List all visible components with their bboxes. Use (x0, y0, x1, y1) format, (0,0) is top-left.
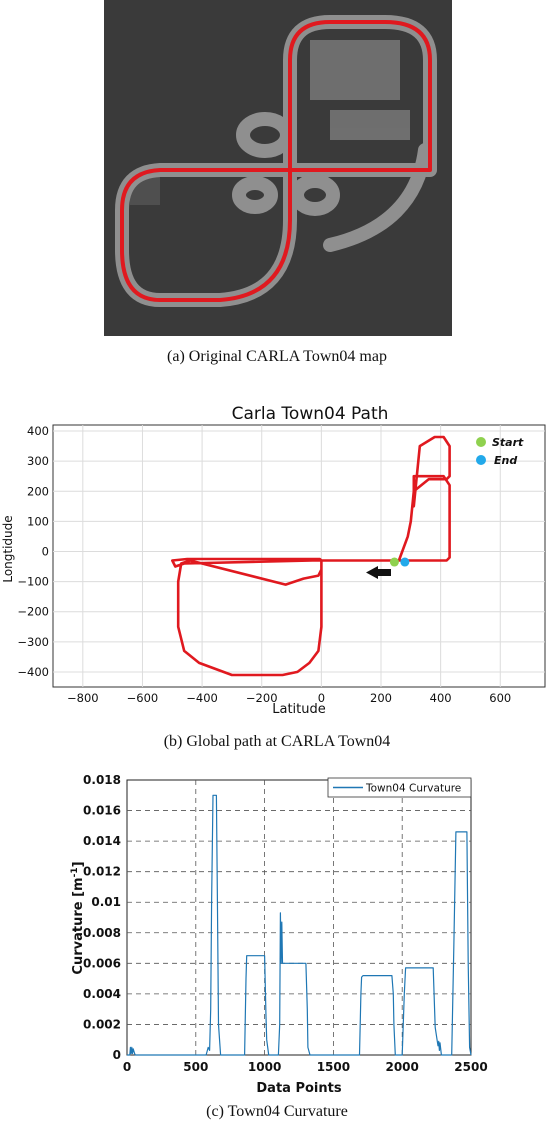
path-y-tick-label: −100 (17, 575, 49, 589)
path-y-tick-label: 100 (27, 514, 49, 528)
path-ticks: −800 −600 −400 −200 0 200 400 600 400 300 200 100 0 −… (17, 424, 511, 705)
path-y-tick-label: 400 (27, 424, 49, 438)
path-y-tick-label: 300 (27, 454, 49, 468)
curvature-y-tick-label: 0.01 (91, 895, 121, 909)
curvature-plot-area (126, 779, 472, 1056)
path-markers (389, 557, 410, 567)
path-x-tick-label: −200 (246, 691, 278, 705)
path-x-tick-label: 400 (430, 691, 452, 705)
path-chart-panel: Carla Town04 Path −800 −600 −400 −200 0 200 40… (0, 395, 554, 730)
curvature-x-tick-label: 0 (123, 1060, 131, 1074)
path-line (171, 435, 451, 677)
curvature-x-tick-label: 2500 (454, 1060, 487, 1074)
curvature-x-tick-label: 1500 (317, 1060, 350, 1074)
curvature-y-tick-label: 0.016 (83, 804, 121, 818)
town04-map-image (104, 0, 452, 336)
curvature-legend: Town04 Curvature (327, 777, 472, 798)
path-x-tick-label: 600 (489, 691, 511, 705)
curvature-grid (127, 780, 471, 1055)
curvature-legend-label: Town04 Curvature (365, 783, 461, 795)
curvature-y-tick-label: 0.002 (83, 1017, 121, 1031)
path-x-axis-label: Latitude (272, 702, 326, 717)
end-marker (400, 557, 410, 567)
path-y-axis-label: Longtidude (1, 515, 15, 582)
curvature-y-tick-label: 0.006 (83, 956, 121, 970)
path-x-tick-label: −400 (186, 691, 218, 705)
curvature-chart-panel: 0 500 1000 1500 2000 2500 0 0.002 0.004 0.006 0.00… (0, 770, 554, 1100)
curvature-y-tick-label: 0.008 (83, 926, 121, 940)
map-buildings (130, 40, 410, 205)
path-grid (53, 425, 545, 687)
path-legend: Start End (476, 436, 524, 467)
curvature-y-tick-label: 0.004 (83, 987, 121, 1001)
curvature-line (127, 794, 472, 1056)
curvature-y-tick-label: 0.012 (83, 865, 121, 879)
path-plot-area (52, 424, 546, 688)
curvature-y-tick-label: 0 (113, 1048, 121, 1062)
map-route-overlay (120, 20, 432, 302)
path-x-tick-label: 200 (370, 691, 392, 705)
caption-b: (b) Global path at CARLA Town04 (163, 733, 391, 750)
path-y-tick-label: 200 (27, 484, 49, 498)
path-x-tick-label: 0 (318, 691, 325, 705)
legend-start-dot (476, 437, 486, 447)
direction-arrow (366, 566, 391, 579)
curvature-y-tick-label: 0.014 (83, 834, 121, 848)
path-chart: Carla Town04 Path −800 −600 −400 −200 0 200 40… (1, 404, 546, 717)
curvature-chart: 0 500 1000 1500 2000 2500 0 0.002 0.004 0.006 0.00… (70, 773, 488, 1096)
curvature-x-tick-label: 2000 (385, 1060, 418, 1074)
path-x-tick-label: −800 (67, 691, 99, 705)
legend-end-dot (476, 455, 486, 465)
path-chart-title: Carla Town04 Path (232, 404, 389, 424)
curvature-x-tick-label: 1000 (248, 1060, 281, 1074)
caption-a: (a) Original CARLA Town04 map (167, 348, 387, 365)
start-marker (389, 557, 399, 567)
path-y-tick-label: −300 (17, 635, 49, 649)
path-y-tick-label: −200 (17, 605, 49, 619)
curvature-y-axis-label: Curvature [m-1] (70, 861, 86, 974)
path-y-tick-label: 0 (42, 544, 49, 558)
path-x-tick-label: −600 (127, 691, 159, 705)
curvature-legend-box (327, 777, 472, 798)
curvature-x-axis-label: Data Points (256, 1081, 341, 1096)
legend-start-label: Start (492, 436, 524, 449)
curvature-ticks: 0 500 1000 1500 2000 2500 0 0.002 0.004 0.006 0.00… (83, 773, 488, 1074)
curvature-x-tick-label: 500 (183, 1060, 208, 1074)
legend-end-label: End (494, 454, 517, 467)
path-y-tick-label: −400 (17, 665, 49, 679)
caption-c: (c) Town04 Curvature (206, 1103, 348, 1120)
curvature-y-tick-label: 0.018 (83, 773, 121, 787)
map-panel (0, 0, 554, 345)
